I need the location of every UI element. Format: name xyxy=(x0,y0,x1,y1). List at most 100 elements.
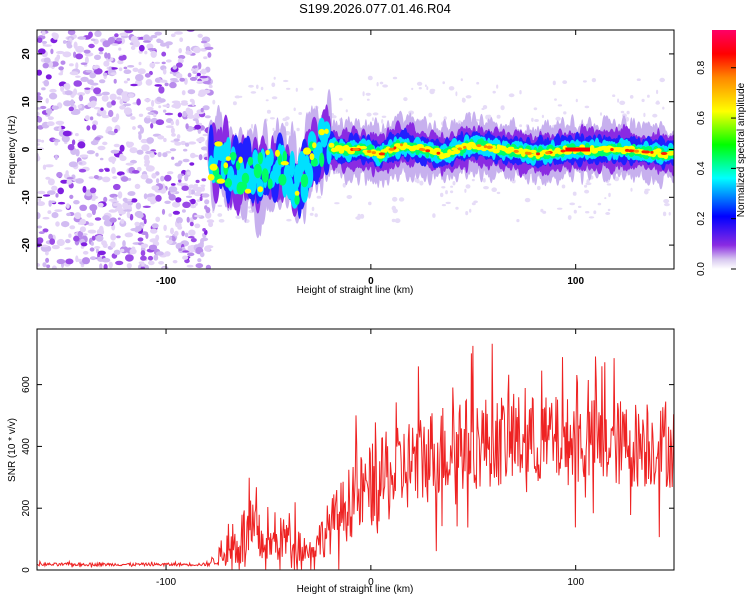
noise-blob xyxy=(55,139,61,143)
signal-band-segment xyxy=(505,149,512,154)
noise-blob xyxy=(127,93,135,98)
noise-blob xyxy=(165,125,174,129)
noise-blob xyxy=(188,141,197,145)
noise-blob xyxy=(483,186,489,190)
signal-hotspot xyxy=(352,148,357,151)
noise-blob xyxy=(57,187,64,195)
signal-band-segment xyxy=(225,156,231,162)
colorbar-tick-label: 0.6 xyxy=(696,111,707,125)
noise-blob xyxy=(57,201,66,205)
noise-blob xyxy=(308,87,314,91)
noise-blob xyxy=(607,208,611,212)
noise-blob xyxy=(42,228,49,233)
noise-blob xyxy=(89,256,97,261)
noise-blob xyxy=(659,77,665,83)
noise-blob xyxy=(78,139,86,143)
noise-blob xyxy=(108,156,117,163)
noise-blob xyxy=(141,144,150,152)
noise-blob xyxy=(130,45,136,51)
noise-blob xyxy=(144,264,149,269)
noise-blob xyxy=(122,197,128,202)
noise-blob xyxy=(200,146,209,151)
signal-hotspot xyxy=(436,151,441,155)
noise-blob xyxy=(120,248,125,253)
noise-blob xyxy=(537,185,541,191)
noise-blob xyxy=(185,107,191,114)
signal-band-segment xyxy=(280,161,289,166)
noise-blob xyxy=(37,138,42,143)
noise-blob xyxy=(103,263,108,269)
signal-band-segment xyxy=(302,147,312,155)
noise-blob xyxy=(193,214,202,218)
noise-blob xyxy=(113,249,121,255)
noise-blob xyxy=(534,119,539,122)
noise-blob xyxy=(140,243,149,249)
noise-blob xyxy=(187,252,195,257)
noise-blob xyxy=(123,66,128,70)
noise-blob xyxy=(168,213,172,217)
noise-blob xyxy=(66,212,72,217)
noise-blob xyxy=(120,176,129,182)
noise-blob xyxy=(56,50,65,55)
colorbar-ticks: 0.0 0.2 0.4 0.6 0.8 xyxy=(696,60,736,276)
noise-blob xyxy=(93,106,101,110)
noise-blob xyxy=(68,106,75,112)
noise-blob xyxy=(82,185,87,193)
noise-blob xyxy=(88,31,93,38)
noise-blob xyxy=(465,95,472,99)
noise-blob xyxy=(165,41,173,46)
noise-blob xyxy=(201,89,211,94)
noise-blob xyxy=(441,204,446,207)
noise-blob xyxy=(137,213,144,219)
noise-blob xyxy=(204,205,208,210)
signal-band-segment xyxy=(328,142,335,148)
noise-blob xyxy=(109,193,118,198)
noise-blob xyxy=(37,95,43,101)
noise-blob xyxy=(567,215,572,220)
noise-blob xyxy=(178,222,182,229)
noise-blob xyxy=(143,116,151,124)
noise-blob xyxy=(644,188,651,191)
noise-blob xyxy=(158,261,165,265)
noise-blob xyxy=(46,264,51,269)
noise-blob xyxy=(168,186,178,193)
noise-blob xyxy=(61,135,70,143)
noise-blob xyxy=(153,113,157,118)
noise-blob xyxy=(130,35,138,44)
noise-blob xyxy=(196,199,201,202)
noise-blob xyxy=(150,123,154,129)
noise-blob xyxy=(485,114,490,120)
noise-blob xyxy=(202,133,209,137)
noise-blob xyxy=(37,125,44,130)
noise-blob xyxy=(178,178,182,183)
signal-band-segment xyxy=(294,190,300,196)
noise-blob xyxy=(37,37,43,43)
signal-hotspot xyxy=(545,151,551,155)
noise-blob xyxy=(48,233,53,240)
signal-band-segment xyxy=(492,148,500,154)
noise-blob xyxy=(90,241,94,246)
noise-blob xyxy=(73,80,82,87)
noise-blob xyxy=(144,50,148,55)
signal-band-segment xyxy=(214,141,223,147)
noise-blob xyxy=(170,120,174,126)
noise-blob xyxy=(102,242,108,248)
noise-blob xyxy=(75,62,79,70)
noise-blob xyxy=(531,117,534,122)
noise-blob xyxy=(145,165,155,172)
noise-blob xyxy=(205,211,212,219)
noise-blob xyxy=(196,72,201,77)
noise-blob xyxy=(37,190,46,195)
noise-blob xyxy=(204,46,214,50)
noise-blob xyxy=(208,84,213,89)
noise-blob xyxy=(124,30,134,34)
noise-blob xyxy=(362,91,365,97)
signal-band-segment xyxy=(235,160,241,171)
noise-blob xyxy=(127,191,135,196)
noise-blob xyxy=(163,109,167,113)
noise-blob xyxy=(187,89,196,95)
noise-blob xyxy=(118,47,122,51)
noise-blob xyxy=(134,183,141,190)
noise-blob xyxy=(102,141,108,146)
noise-blob xyxy=(117,59,124,65)
